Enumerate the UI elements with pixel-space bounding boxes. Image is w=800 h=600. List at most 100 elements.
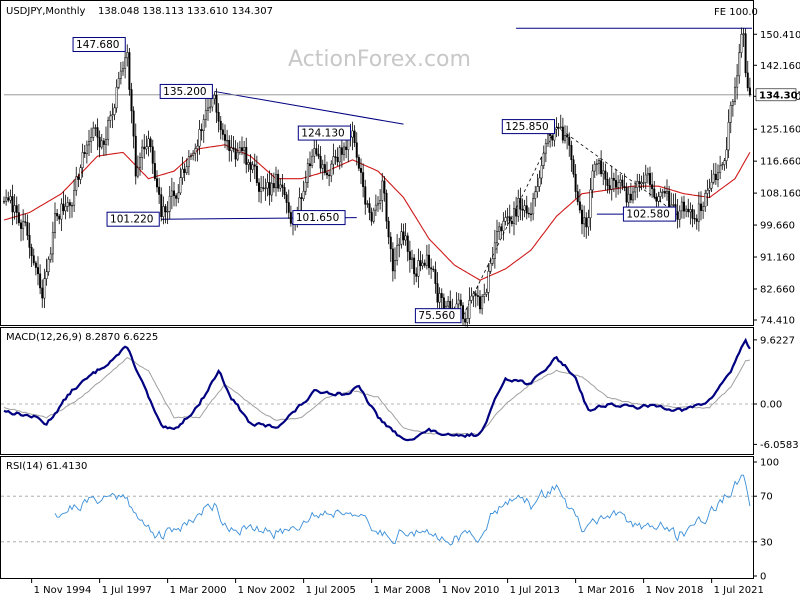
last-price-label: 134.307 [759, 90, 800, 101]
candle-body [723, 160, 726, 165]
candle-body [357, 157, 360, 169]
candle-body [398, 243, 401, 246]
time-tick-label: 1 Jul 2005 [306, 585, 356, 596]
candle-body [71, 204, 73, 207]
candle-body [241, 147, 243, 151]
candle-body [642, 182, 645, 184]
candle-body [124, 57, 127, 69]
candle-body [544, 142, 547, 154]
candle-body [62, 203, 65, 212]
candle-body [748, 87, 751, 96]
price-tick-label: 82.660 [760, 284, 795, 295]
candle-body [185, 166, 188, 173]
candle-body [587, 217, 590, 228]
candle-body [576, 191, 579, 203]
candle-body [207, 107, 209, 111]
candle-body [7, 197, 10, 201]
candle-body [75, 176, 78, 191]
candle-body [625, 187, 628, 203]
candle-body [598, 160, 600, 165]
rsi-axis: 100 70 30 0 [753, 458, 779, 583]
rsi-line [54, 474, 751, 546]
candle-body [139, 157, 141, 169]
price-tick-label: 150.410 [760, 30, 800, 41]
candle-body [217, 112, 220, 122]
candle-body [421, 262, 424, 267]
price-axis: 150.410142.160133.910125.160116.660108.1… [753, 30, 800, 327]
candle-body [328, 174, 331, 177]
candle-body [523, 205, 526, 211]
annotation-box [297, 125, 351, 141]
price-tick-label: 116.660 [760, 157, 800, 168]
candle-body [26, 222, 29, 236]
candle-body [557, 127, 560, 129]
candle-body [727, 122, 730, 151]
candle-body [134, 135, 137, 177]
candle-body [311, 155, 314, 167]
candle-body [160, 194, 163, 217]
candle-body [372, 209, 375, 222]
candle-body [181, 168, 184, 179]
candle-body [719, 165, 722, 174]
candle-body [498, 226, 501, 232]
candle-body [90, 137, 93, 142]
macd-line [3, 337, 751, 442]
candle-body [17, 212, 20, 224]
candle-body [113, 107, 116, 115]
candle-body [734, 86, 736, 102]
fib-label: FE 100.0 [714, 7, 758, 18]
candle-body [122, 68, 124, 72]
time-tick-label: 1 Mar 2008 [374, 585, 431, 596]
candle-body [462, 305, 464, 320]
candle-body [457, 299, 460, 305]
candle-body [338, 147, 341, 163]
candle-body [744, 33, 747, 74]
candle-body [270, 183, 273, 196]
candle-body [470, 295, 473, 301]
candle-body [272, 183, 275, 189]
candle-body [192, 152, 195, 156]
candle-body [136, 167, 139, 177]
candle-body [731, 101, 734, 106]
candle-body [374, 204, 377, 211]
candle-body [387, 220, 390, 238]
candle-body [213, 94, 216, 100]
candle-body [651, 184, 654, 190]
price-tick-label: 125.160 [760, 125, 800, 136]
candle-body [581, 209, 583, 225]
candle-body [230, 147, 233, 151]
candle-body [561, 126, 564, 141]
annotation-box [159, 83, 213, 99]
candle-body [704, 193, 707, 207]
candle-body [742, 33, 745, 35]
candle-body [423, 262, 426, 266]
candle-body [593, 163, 596, 172]
candle-body [459, 299, 462, 306]
candle-body [79, 167, 82, 180]
annotation-label: 102.580 [626, 209, 669, 221]
candle-body [334, 156, 337, 158]
candle-body [542, 152, 545, 166]
candle-body [258, 182, 260, 192]
rsi-tick-label: 30 [760, 537, 773, 548]
candle-body [255, 166, 258, 183]
candle-body [366, 203, 369, 205]
candle-body [532, 198, 535, 215]
candle-body [247, 162, 250, 165]
candle-body [54, 213, 56, 233]
candle-body [714, 173, 717, 181]
candle-body [49, 253, 52, 260]
candle-body [251, 164, 254, 170]
candle-body [262, 187, 265, 189]
candle-body [88, 141, 90, 146]
macd-tick-label: -6.0583 [760, 440, 799, 451]
candle-body [481, 296, 484, 310]
macd-lines [3, 337, 751, 442]
candle-body [695, 218, 698, 222]
macd-signal-line [3, 357, 751, 436]
candle-body [132, 110, 135, 137]
candle-body [640, 182, 643, 185]
time-tick-label: 1 Nov 2010 [442, 585, 500, 596]
candle-body [362, 172, 365, 187]
candle-body [128, 52, 131, 90]
